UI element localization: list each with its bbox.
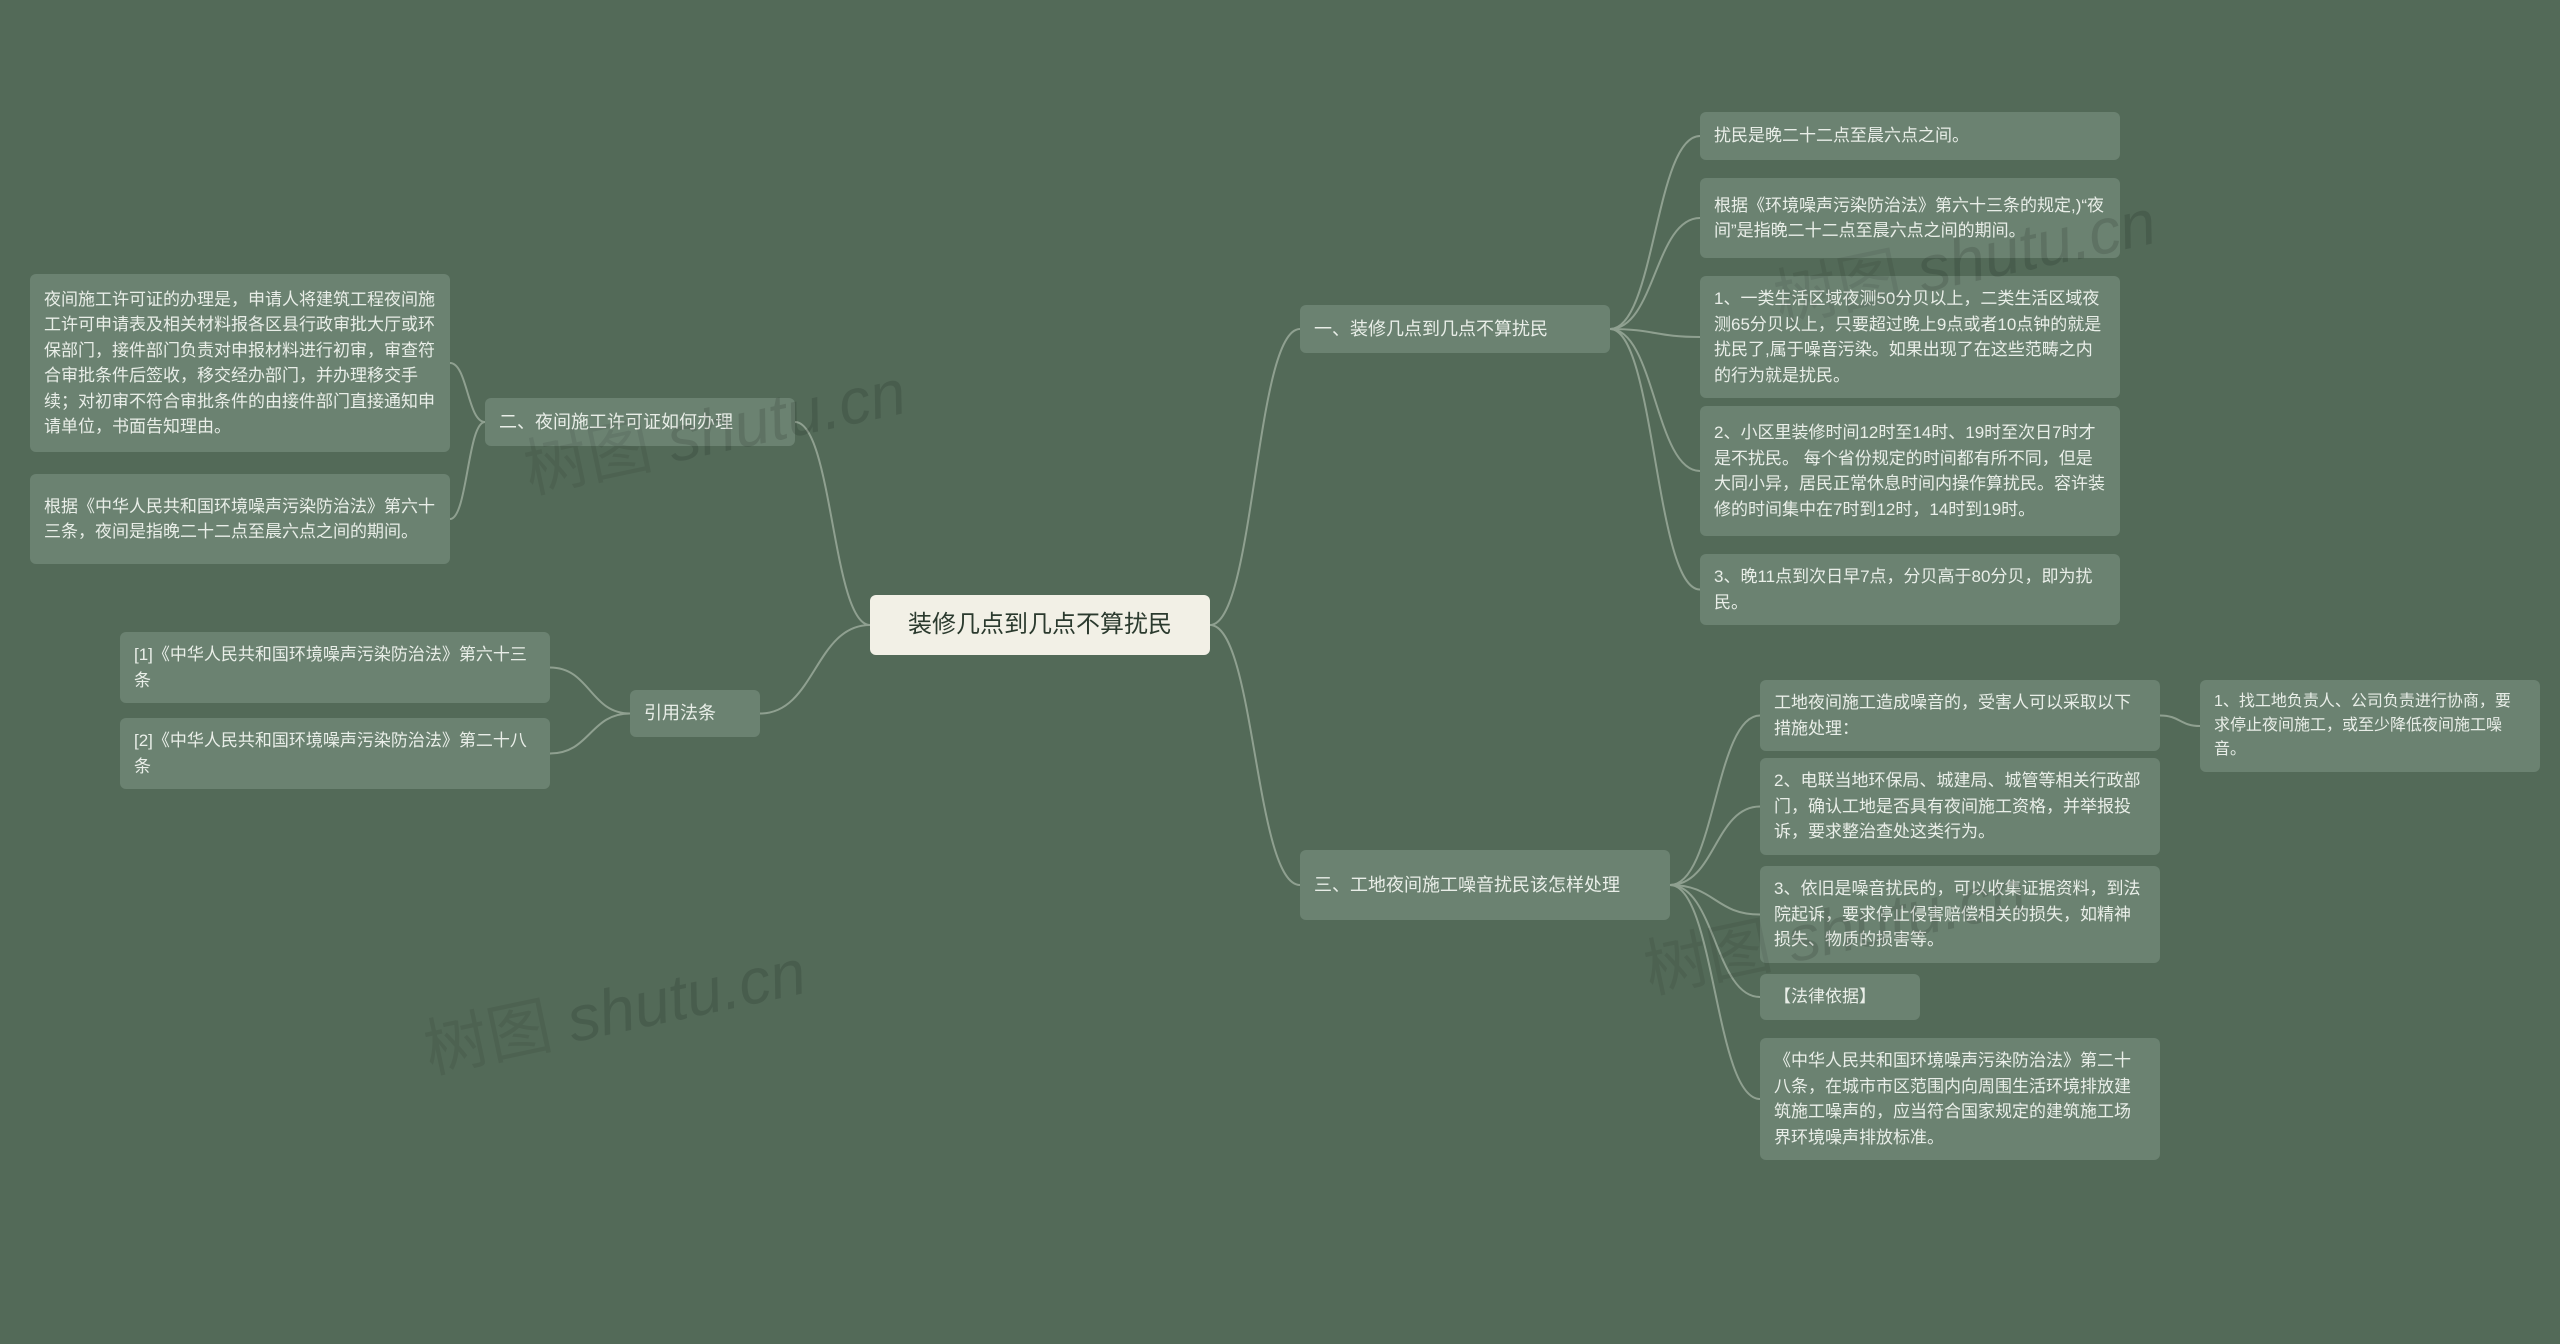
node-R1e[interactable]: 3、晚11点到次日早7点，分贝高于80分贝，即为扰民。 [1700,554,2120,625]
node-L2b[interactable]: 根据《中华人民共和国环境噪声污染防治法》第六十三条，夜间是指晚二十二点至晨六点之… [30,474,450,564]
node-R1c[interactable]: 1、一类生活区域夜测50分贝以上，二类生活区域夜测65分贝以上，只要超过晚上9点… [1700,276,2120,398]
edge [760,625,870,714]
node-L3[interactable]: 引用法条 [630,690,760,737]
node-R3b[interactable]: 2、电联当地环保局、城建局、城管等相关行政部门，确认工地是否具有夜间施工资格，并… [1760,758,2160,855]
edge [550,714,630,754]
node-L3a[interactable]: [1]《中华人民共和国环境噪声污染防治法》第六十三条 [120,632,550,703]
node-L2[interactable]: 二、夜间施工许可证如何办理 [485,398,795,446]
edge [2160,716,2200,727]
edge [1670,807,1760,886]
node-R1d[interactable]: 2、小区里装修时间12时至14时、19时至次日7时才是不扰民。 每个省份规定的时… [1700,406,2120,536]
edge [1670,885,1760,1099]
edge [1610,136,1700,329]
node-R3e[interactable]: 《中华人民共和国环境噪声污染防治法》第二十八条，在城市市区范围内向周围生活环境排… [1760,1038,2160,1160]
node-R3c[interactable]: 3、依旧是噪音扰民的，可以收集证据资料，到法院起诉，要求停止侵害赔偿相关的损失，… [1760,866,2160,963]
node-R1a[interactable]: 扰民是晚二十二点至晨六点之间。 [1700,112,2120,160]
edge [450,422,485,519]
edge [450,363,485,422]
node-R3[interactable]: 三、工地夜间施工噪音扰民该怎样处理 [1300,850,1670,920]
edge [550,668,630,714]
edge [1670,885,1760,997]
edge [795,422,870,625]
node-R3a[interactable]: 工地夜间施工造成噪音的，受害人可以采取以下措施处理： [1760,680,2160,751]
edge [1670,885,1760,915]
node-root[interactable]: 装修几点到几点不算扰民 [870,595,1210,655]
edge [1670,716,1760,886]
mindmap-canvas: 装修几点到几点不算扰民 一、装修几点到几点不算扰民 扰民是晚二十二点至晨六点之间。根… [0,0,2560,1344]
edge [1610,329,1700,337]
node-R3a1[interactable]: 1、找工地负责人、公司负责进行协商，要求停止夜间施工，或至少降低夜间施工噪音。 [2200,680,2540,772]
edge [1210,329,1300,625]
watermark: 树图 shutu.cn [415,921,813,1092]
node-L3b[interactable]: [2]《中华人民共和国环境噪声污染防治法》第二十八条 [120,718,550,789]
edge [1210,625,1300,885]
node-R1[interactable]: 一、装修几点到几点不算扰民 [1300,305,1610,353]
edge [1610,218,1700,329]
node-R1b[interactable]: 根据《环境噪声污染防治法》第六十三条的规定,)“夜间”是指晚二十二点至晨六点之间… [1700,178,2120,258]
edge [1610,329,1700,471]
edge [1610,329,1700,590]
node-R3d[interactable]: 【法律依据】 [1760,974,1920,1020]
node-L2a[interactable]: 夜间施工许可证的办理是，申请人将建筑工程夜间施工许可申请表及相关材料报各区县行政… [30,274,450,452]
